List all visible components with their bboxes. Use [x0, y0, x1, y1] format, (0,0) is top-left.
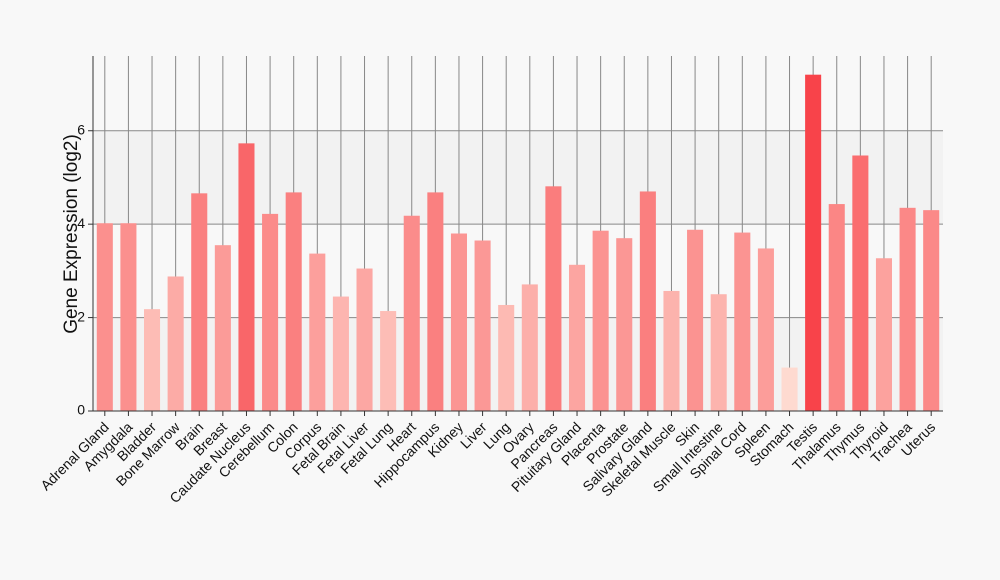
bar-skeletal-muscle	[663, 290, 680, 411]
bar-adrenal-gland	[96, 223, 113, 411]
bar-thymus	[852, 155, 869, 411]
bar-trachea	[899, 207, 916, 411]
bar-prostate	[616, 238, 633, 411]
bar-pituitary-gland	[569, 264, 586, 411]
bar-spinal-cord	[734, 232, 751, 411]
bar-spleen	[757, 248, 774, 411]
bar-liver	[474, 240, 491, 411]
bar-placenta	[592, 230, 609, 411]
y-tick-label: 6	[77, 121, 85, 137]
bar-thyroid	[875, 258, 892, 411]
bar-fetal-lung	[380, 311, 397, 411]
bar-uterus	[923, 210, 940, 411]
grid-band	[93, 317, 943, 411]
bar-amygdala	[120, 223, 137, 411]
bar-kidney	[450, 233, 467, 411]
bar-breast	[214, 245, 231, 411]
bar-fetal-liver	[356, 268, 373, 411]
bar-lung	[498, 304, 515, 411]
bar-salivary-gland	[639, 191, 656, 411]
axes	[88, 56, 943, 416]
bar-stomach	[781, 367, 798, 411]
bar-brain	[191, 193, 208, 411]
bar-small-intestine	[710, 294, 727, 411]
bar-corpus	[309, 253, 326, 411]
bar-colon	[285, 192, 302, 411]
bar-caudate-nucleus	[238, 143, 255, 411]
bar-thalamus	[828, 204, 845, 411]
y-tick-label: 2	[77, 308, 85, 324]
bar-ovary	[521, 284, 538, 411]
y-axis-label: Gene Expression (log2)	[61, 134, 82, 334]
bar-cerebellum	[262, 213, 279, 411]
bar-bone-marrow	[167, 276, 184, 411]
bar-hippocampus	[427, 192, 444, 411]
bar-fetal-brain	[332, 296, 349, 411]
bar-testis	[805, 74, 822, 412]
bar-bladder	[144, 309, 161, 411]
grid-band	[93, 130, 943, 225]
y-tick-label: 4	[77, 215, 85, 231]
y-tick-label: 0	[77, 402, 85, 418]
bar-heart	[403, 215, 420, 411]
bar-pancreas	[545, 186, 562, 411]
bar-skin	[687, 229, 704, 411]
bars	[96, 74, 940, 412]
